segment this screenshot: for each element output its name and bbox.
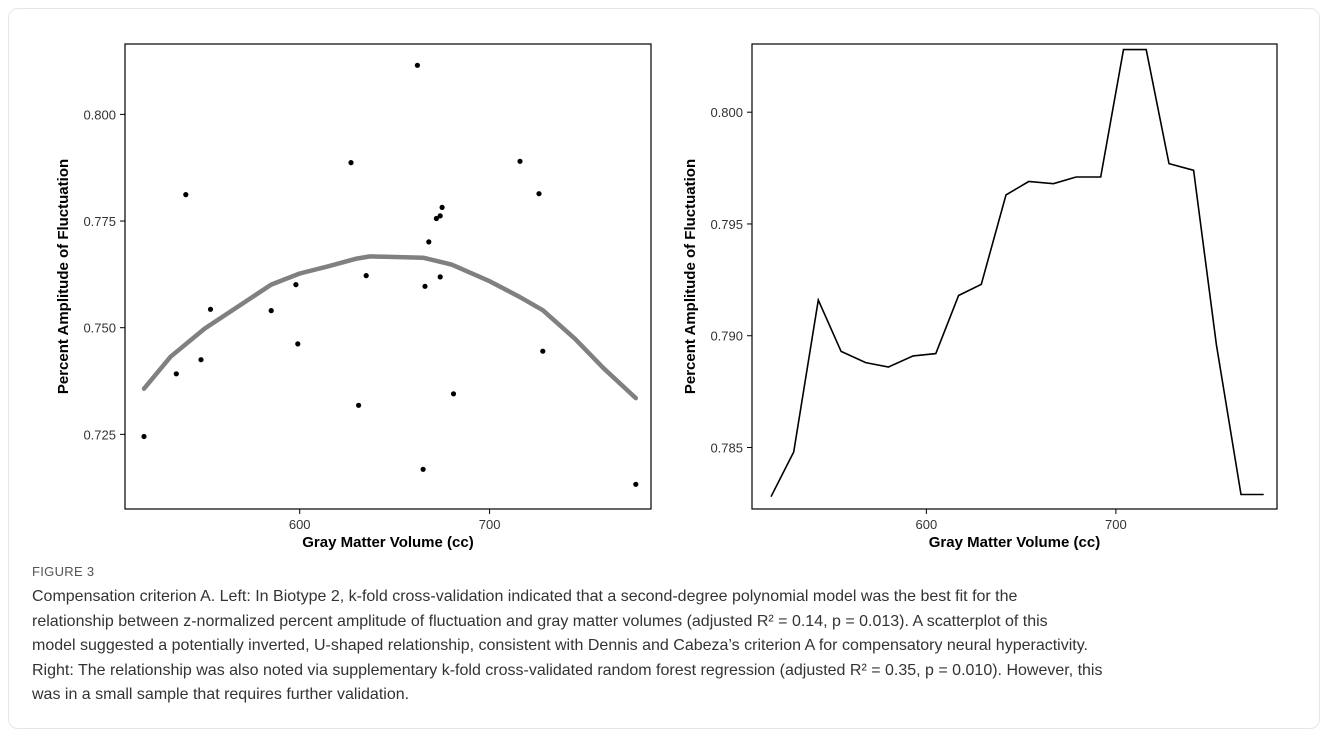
data-point (450, 391, 457, 397)
data-point (433, 215, 439, 222)
series-line (770, 48, 1264, 498)
data-point (437, 213, 443, 219)
data-point (439, 204, 445, 210)
data-point (536, 191, 542, 197)
data-point (198, 357, 204, 363)
y-tick-label: 0.800 (83, 107, 116, 122)
figure-charts: 600 700 0.725 0.750 0.775 0.800 Gray Matter Vo… (55, 43, 1278, 551)
data-point (414, 62, 420, 68)
data-point (141, 433, 147, 440)
data-point (437, 274, 443, 280)
figure-label: FIGURE 3 (32, 564, 95, 579)
caption-line: relationship between z-normalized percen… (32, 612, 1048, 630)
caption-line: model suggested a potentially inverted, … (32, 637, 1088, 654)
x-tick-label: 700 (479, 517, 501, 532)
figure-frame (8, 8, 1320, 729)
data-point (268, 308, 274, 314)
data-point (426, 239, 432, 245)
data-point (420, 466, 426, 472)
x-axis-label: Gray Matter Volume (cc) (302, 534, 473, 551)
y-tick-label: 0.790 (710, 329, 743, 344)
scatter-panel: 600 700 0.725 0.750 0.775 0.800 Gray Matter Vo… (55, 43, 652, 551)
line-panel: 600 700 0.785 0.790 0.795 0.800 Gray Matter Vo… (682, 43, 1278, 551)
y-tick-label: 0.725 (83, 427, 116, 442)
caption-text: Compensation criterion A. Left: In Bioty… (32, 585, 1302, 708)
y-tick-label: 0.750 (83, 321, 116, 336)
caption-line: Right: The relationship was also noted v… (32, 661, 1103, 679)
x-tick-label: 700 (1105, 517, 1127, 532)
data-point (183, 192, 189, 198)
figure-caption: FIGURE 3 Compensation criterion A. Left:… (32, 564, 1302, 708)
x-tick-label: 600 (916, 517, 938, 532)
caption-line: Compensation criterion A. Left: In Bioty… (32, 588, 1018, 605)
y-tick-label: 0.800 (710, 105, 743, 120)
data-point (633, 481, 639, 487)
data-point (173, 371, 179, 377)
x-tick-label: 600 (289, 517, 311, 532)
data-point (348, 160, 354, 166)
y-tick-label: 0.775 (83, 214, 116, 229)
data-point (540, 348, 546, 354)
data-point (422, 283, 428, 289)
data-point (295, 341, 301, 347)
y-axis-label: Percent Amplitude of Fluctuation (55, 159, 72, 394)
caption-line: was in a small sample that requires furt… (32, 686, 410, 703)
fit-curve (141, 254, 639, 401)
data-point (356, 402, 362, 408)
y-tick-label: 0.785 (710, 441, 743, 456)
plot-frame (751, 43, 1278, 510)
plot-frame (124, 43, 652, 510)
data-point (207, 306, 214, 312)
data-point (293, 282, 299, 288)
x-axis-label: Gray Matter Volume (cc) (929, 534, 1100, 551)
data-point (517, 158, 523, 164)
y-axis-label: Percent Amplitude of Fluctuation (682, 159, 699, 394)
y-tick-label: 0.795 (710, 217, 743, 232)
data-point (363, 273, 369, 279)
